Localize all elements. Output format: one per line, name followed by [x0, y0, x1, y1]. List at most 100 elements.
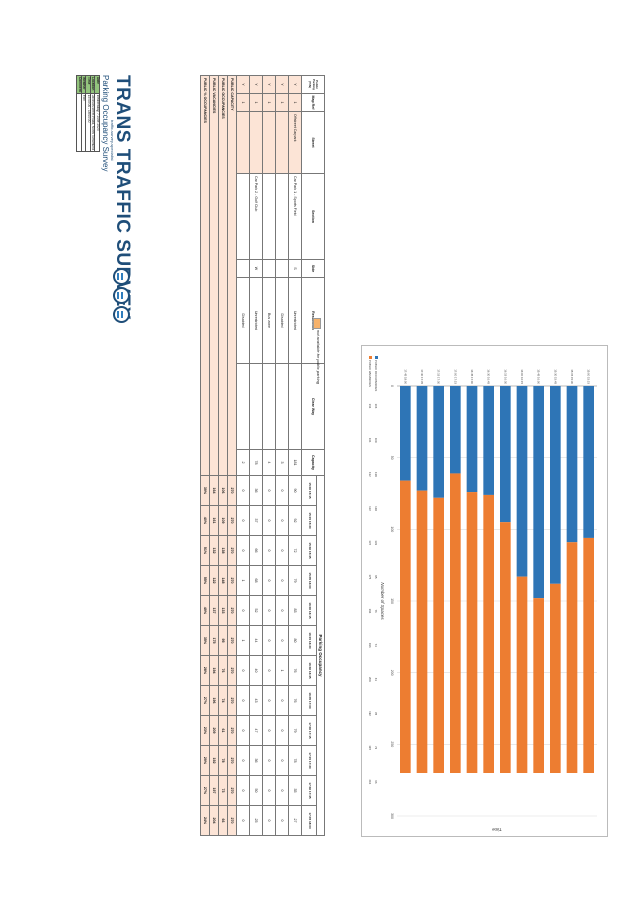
- cell-occupancy: 76: [288, 655, 302, 686]
- legend-text: not available for public parking: [316, 330, 321, 385]
- y-tick-label: 50: [390, 456, 394, 460]
- time-header: 16:45 17:00: [301, 685, 317, 716]
- data-label: 61: [374, 678, 378, 682]
- summary-value: 51%: [200, 535, 210, 566]
- cell-occupancy: 0: [262, 715, 276, 746]
- cell-occupancy: 1: [275, 655, 289, 686]
- bar-segment-occupancies: [583, 386, 594, 538]
- logo-ring-icon: [113, 268, 130, 285]
- time-header: 17:45 18:00: [301, 805, 317, 836]
- summary-value: 95: [218, 625, 228, 656]
- cell-public: Y: [249, 75, 263, 94]
- table-row: Y 1 Disabled 3 0 0 0 0 0 0 1 0 0 0 0 0: [275, 75, 289, 836]
- cell-occupancy: 0: [275, 685, 289, 716]
- summary-value: 270: [227, 595, 237, 626]
- cell-occupancy: 0: [275, 745, 289, 776]
- summary-label: PUBLIC OCCUPANCIES: [218, 75, 228, 476]
- cell-occupancy: 0: [262, 595, 276, 626]
- info-row: Location Jackson-street Road, North Turra…: [90, 75, 96, 152]
- cell-side: [262, 259, 276, 278]
- summary-value: 122: [209, 565, 219, 596]
- cell-clearway: [262, 363, 276, 450]
- cell-occupancy: 72: [288, 535, 302, 566]
- summary-value: 209: [209, 715, 219, 746]
- cell-occupancy: 0: [236, 655, 250, 686]
- cell-section: [236, 173, 250, 260]
- header-map-ref: Map Ref: [301, 93, 325, 112]
- data-label: 137: [368, 540, 372, 545]
- logo-ring-icon: [113, 287, 130, 304]
- summary-value: 29%: [200, 745, 210, 776]
- cell-occupancy: 43: [249, 685, 263, 716]
- cell-occupancy: 0: [275, 475, 289, 506]
- bar-segment-vacancies: [499, 522, 511, 773]
- summary-value: 270: [227, 565, 237, 596]
- cell-occupancy: 0: [236, 505, 250, 536]
- cell-capacity: 2: [236, 449, 250, 476]
- bar-segment-vacancies: [516, 576, 528, 773]
- time-header: 15:00 15:15: [301, 475, 317, 506]
- cell-occupancy: 0: [262, 475, 276, 506]
- cell-side: S: [288, 259, 302, 278]
- cell-occupancy: 83: [288, 595, 302, 626]
- summary-value: 197: [209, 775, 219, 806]
- summary-label: PUBLIC % OCCUPANCIES: [200, 75, 210, 476]
- info-row: Time 15:00:00 - 18:00:00: [85, 75, 91, 152]
- x-tick-label: 16:45 17:00: [470, 369, 474, 384]
- summary-value: 137: [209, 595, 219, 626]
- cell-occupancy: 0: [236, 475, 250, 506]
- cell-street: [262, 111, 276, 174]
- bar-segment-occupancies: [450, 386, 461, 474]
- summary-value: 24%: [200, 805, 210, 836]
- cell-occupancy: 0: [262, 565, 276, 596]
- cell-occupancy: 78: [288, 745, 302, 776]
- parking-occupancy-table: Public Parking (Y/N) Map Ref Street Sect…: [200, 75, 325, 836]
- cell-occupancy: 0: [275, 775, 289, 806]
- summary-value: 270: [227, 745, 237, 776]
- x-axis-title: Time: [492, 827, 502, 832]
- cell-clearway: [275, 363, 289, 450]
- cell-side: [236, 259, 250, 278]
- summary-value: 138: [218, 535, 228, 566]
- bar-segment-occupancies: [416, 386, 428, 491]
- cell-occupancy: 0: [236, 595, 250, 626]
- cell-street: [236, 111, 250, 174]
- info-row: Weather Fine: [81, 75, 86, 152]
- cell-occupancy: 1: [236, 625, 250, 656]
- data-label: 175: [368, 574, 372, 579]
- bar-segment-occupancies: [550, 386, 561, 584]
- summary-value: 109: [218, 505, 228, 536]
- summary-label: PUBLIC VACANCIES: [209, 75, 219, 476]
- y-axis-title: Number of Spaces: [380, 582, 385, 620]
- cell-capacity: 78: [249, 449, 263, 476]
- cell-occupancy: 25: [249, 805, 263, 836]
- table-row: Y 1 Bus zone 4 0 0 0 0 0 0 0 0 0 0 0 0: [262, 75, 276, 836]
- summary-value: 40%: [200, 505, 210, 536]
- data-label: 194: [368, 609, 372, 614]
- cell-street: [275, 111, 289, 174]
- cell-section: [275, 173, 289, 260]
- x-tick-label: 15:30 15:45: [553, 369, 557, 384]
- bar-segment-occupancies: [499, 386, 511, 523]
- bar-segment-vacancies: [550, 583, 561, 773]
- cell-public: Y: [288, 75, 302, 94]
- cell-occupancy: 37: [249, 505, 263, 536]
- summary-value: 270: [227, 625, 237, 656]
- cell-mapref: 1: [249, 93, 263, 112]
- legend-label: PUBLIC VACANCIES: [368, 360, 372, 387]
- cell-occupancy: 80: [288, 625, 302, 656]
- data-label: 78: [374, 712, 378, 716]
- summary-value: 73: [218, 775, 228, 806]
- summary-value: 270: [227, 505, 237, 536]
- summary-value: 27%: [200, 775, 210, 806]
- bar-segment-vacancies: [583, 537, 594, 773]
- header-parking-occupancy: Parking Occupancy: [316, 475, 325, 836]
- summary-value: 132: [209, 535, 219, 566]
- summary-value: 76: [218, 655, 228, 686]
- x-tick-label: 16:30 16:45: [487, 369, 491, 384]
- legend-marker: [375, 356, 378, 359]
- header-side: Side: [301, 259, 325, 278]
- cell-mapref: 1: [236, 93, 250, 112]
- data-label: 161: [368, 438, 372, 443]
- cell-capacity: 181: [288, 449, 302, 476]
